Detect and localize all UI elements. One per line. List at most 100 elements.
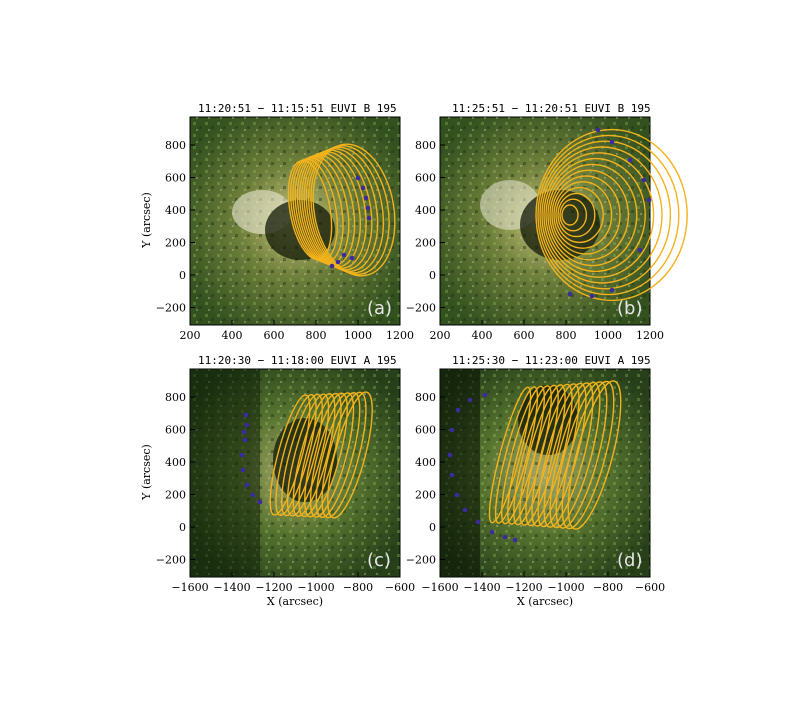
front-marker [455, 407, 461, 413]
x-tick-label: 200 [180, 329, 201, 342]
ellipse-fit [488, 386, 532, 524]
dark-limb-region [440, 369, 480, 577]
front-marker [341, 252, 347, 258]
ellipse-fit [537, 382, 587, 528]
y-tick-label: 0 [179, 269, 186, 282]
x-tick-label: 1000 [344, 329, 372, 342]
panel-title: 11:25:51 − 11:20:51 EUVI B 195 [452, 102, 651, 115]
front-marker [242, 437, 248, 443]
ellipse-fits [488, 380, 622, 530]
x-tick-label: −600 [385, 581, 415, 594]
ellipse-fit [286, 393, 330, 517]
ellipse-fits [269, 391, 373, 519]
dark-limb-region [190, 369, 260, 577]
x-tick-label: 400 [222, 329, 243, 342]
front-markers [447, 392, 518, 543]
x-tick-label: 600 [514, 329, 535, 342]
front-marker [335, 259, 341, 265]
ellipse-fit [304, 392, 348, 518]
panel-label: (a) [367, 298, 392, 319]
ellipse-fit [315, 391, 361, 519]
ellipse-fit [327, 391, 373, 519]
y-tick-label: 600 [415, 424, 436, 437]
panel-c: 11:20:30 − 11:18:00 EUVI A 195 (c) −1600… [140, 354, 415, 608]
x-tick-label: 1000 [594, 329, 622, 342]
panel-label: (d) [617, 550, 642, 571]
y-tick-label: 400 [165, 204, 186, 217]
front-marker [257, 499, 263, 505]
front-marker [482, 392, 488, 398]
y-tick-label: 0 [429, 269, 436, 282]
ellipse-fit [555, 186, 604, 244]
front-marker [637, 247, 643, 253]
front-marker [244, 482, 250, 488]
front-marker [366, 215, 372, 221]
ellipse-fits [535, 128, 688, 302]
front-marker [567, 291, 573, 297]
ellipse-fit [535, 128, 688, 302]
ellipse-fit [567, 380, 622, 530]
ellipse-fit [537, 134, 680, 296]
x-tick-label: 200 [430, 329, 451, 342]
panel-title: 11:20:51 − 11:15:51 EUVI B 195 [198, 102, 397, 115]
ellipse-fit [559, 198, 588, 232]
y-tick-label: 600 [165, 172, 186, 185]
y-tick-label: 0 [179, 521, 186, 534]
x-tick-label: −1200 [255, 581, 292, 594]
ellipse-fit [547, 163, 638, 267]
front-marker [243, 412, 249, 418]
ellipse-fit [557, 192, 596, 238]
front-marker [349, 255, 355, 261]
x-axis-label: X (arcsec) [517, 595, 573, 608]
x-tick-label: −1400 [213, 581, 250, 594]
x-tick-label: −1200 [505, 581, 542, 594]
y-tick-label: 200 [415, 237, 436, 250]
front-marker [502, 534, 508, 540]
front-marker [244, 422, 250, 428]
x-tick-label: 800 [306, 329, 327, 342]
front-marker [646, 197, 652, 203]
x-tick-label: −600 [635, 581, 665, 594]
y-ticks: 800 600 400 200 0 −200 [406, 391, 445, 567]
front-marker [475, 519, 481, 525]
front-marker [512, 537, 518, 543]
x-tick-label: −1600 [421, 581, 458, 594]
y-axis-label: Y (arcsec) [140, 444, 153, 501]
front-marker [449, 427, 455, 433]
front-marker [609, 287, 615, 293]
panel-b: 11:25:51 − 11:20:51 EUVI B 195 (b) 200 40… [406, 102, 688, 342]
x-tick-label: 1200 [386, 329, 414, 342]
x-tick-label: −800 [593, 581, 623, 594]
x-ticks: −1600 −1400 −1200 −1000 −800 −600 [421, 572, 665, 594]
y-tick-label: −200 [156, 302, 186, 315]
panel-title: 11:25:30 − 11:23:00 EUVI A 195 [452, 354, 651, 367]
y-tick-label: 200 [415, 489, 436, 502]
y-tick-label: 400 [415, 456, 436, 469]
ellipse-fit [281, 393, 323, 517]
front-markers [329, 175, 372, 269]
x-tick-label: 800 [556, 329, 577, 342]
ellipse-fits [287, 143, 396, 277]
x-tick-label: −1400 [463, 581, 500, 594]
y-axis-label: Y (arcsec) [140, 192, 153, 249]
ellipse-fit [321, 391, 367, 519]
panel-label: (c) [367, 550, 391, 571]
ellipse-fit [525, 383, 573, 527]
x-tick-label: −1000 [297, 581, 334, 594]
ellipse-fit [553, 181, 613, 249]
panel-title: 11:20:30 − 11:18:00 EUVI A 195 [198, 354, 397, 367]
x-tick-label: −1000 [547, 581, 584, 594]
ellipse-fit [292, 393, 336, 517]
y-tick-label: 800 [415, 139, 436, 152]
front-marker [627, 157, 633, 163]
panel-d: 11:25:30 − 11:23:00 EUVI A 195 (d) −1600… [406, 354, 665, 608]
ellipse-fit [545, 157, 646, 273]
ellipse-fit [543, 382, 594, 528]
y-tick-label: 600 [165, 424, 186, 437]
panel-label: (b) [617, 298, 642, 319]
y-ticks: 800 600 400 200 0 −200 [156, 139, 195, 315]
front-marker [363, 195, 369, 201]
y-tick-label: 800 [165, 139, 186, 152]
ellipse-fit [494, 386, 539, 524]
